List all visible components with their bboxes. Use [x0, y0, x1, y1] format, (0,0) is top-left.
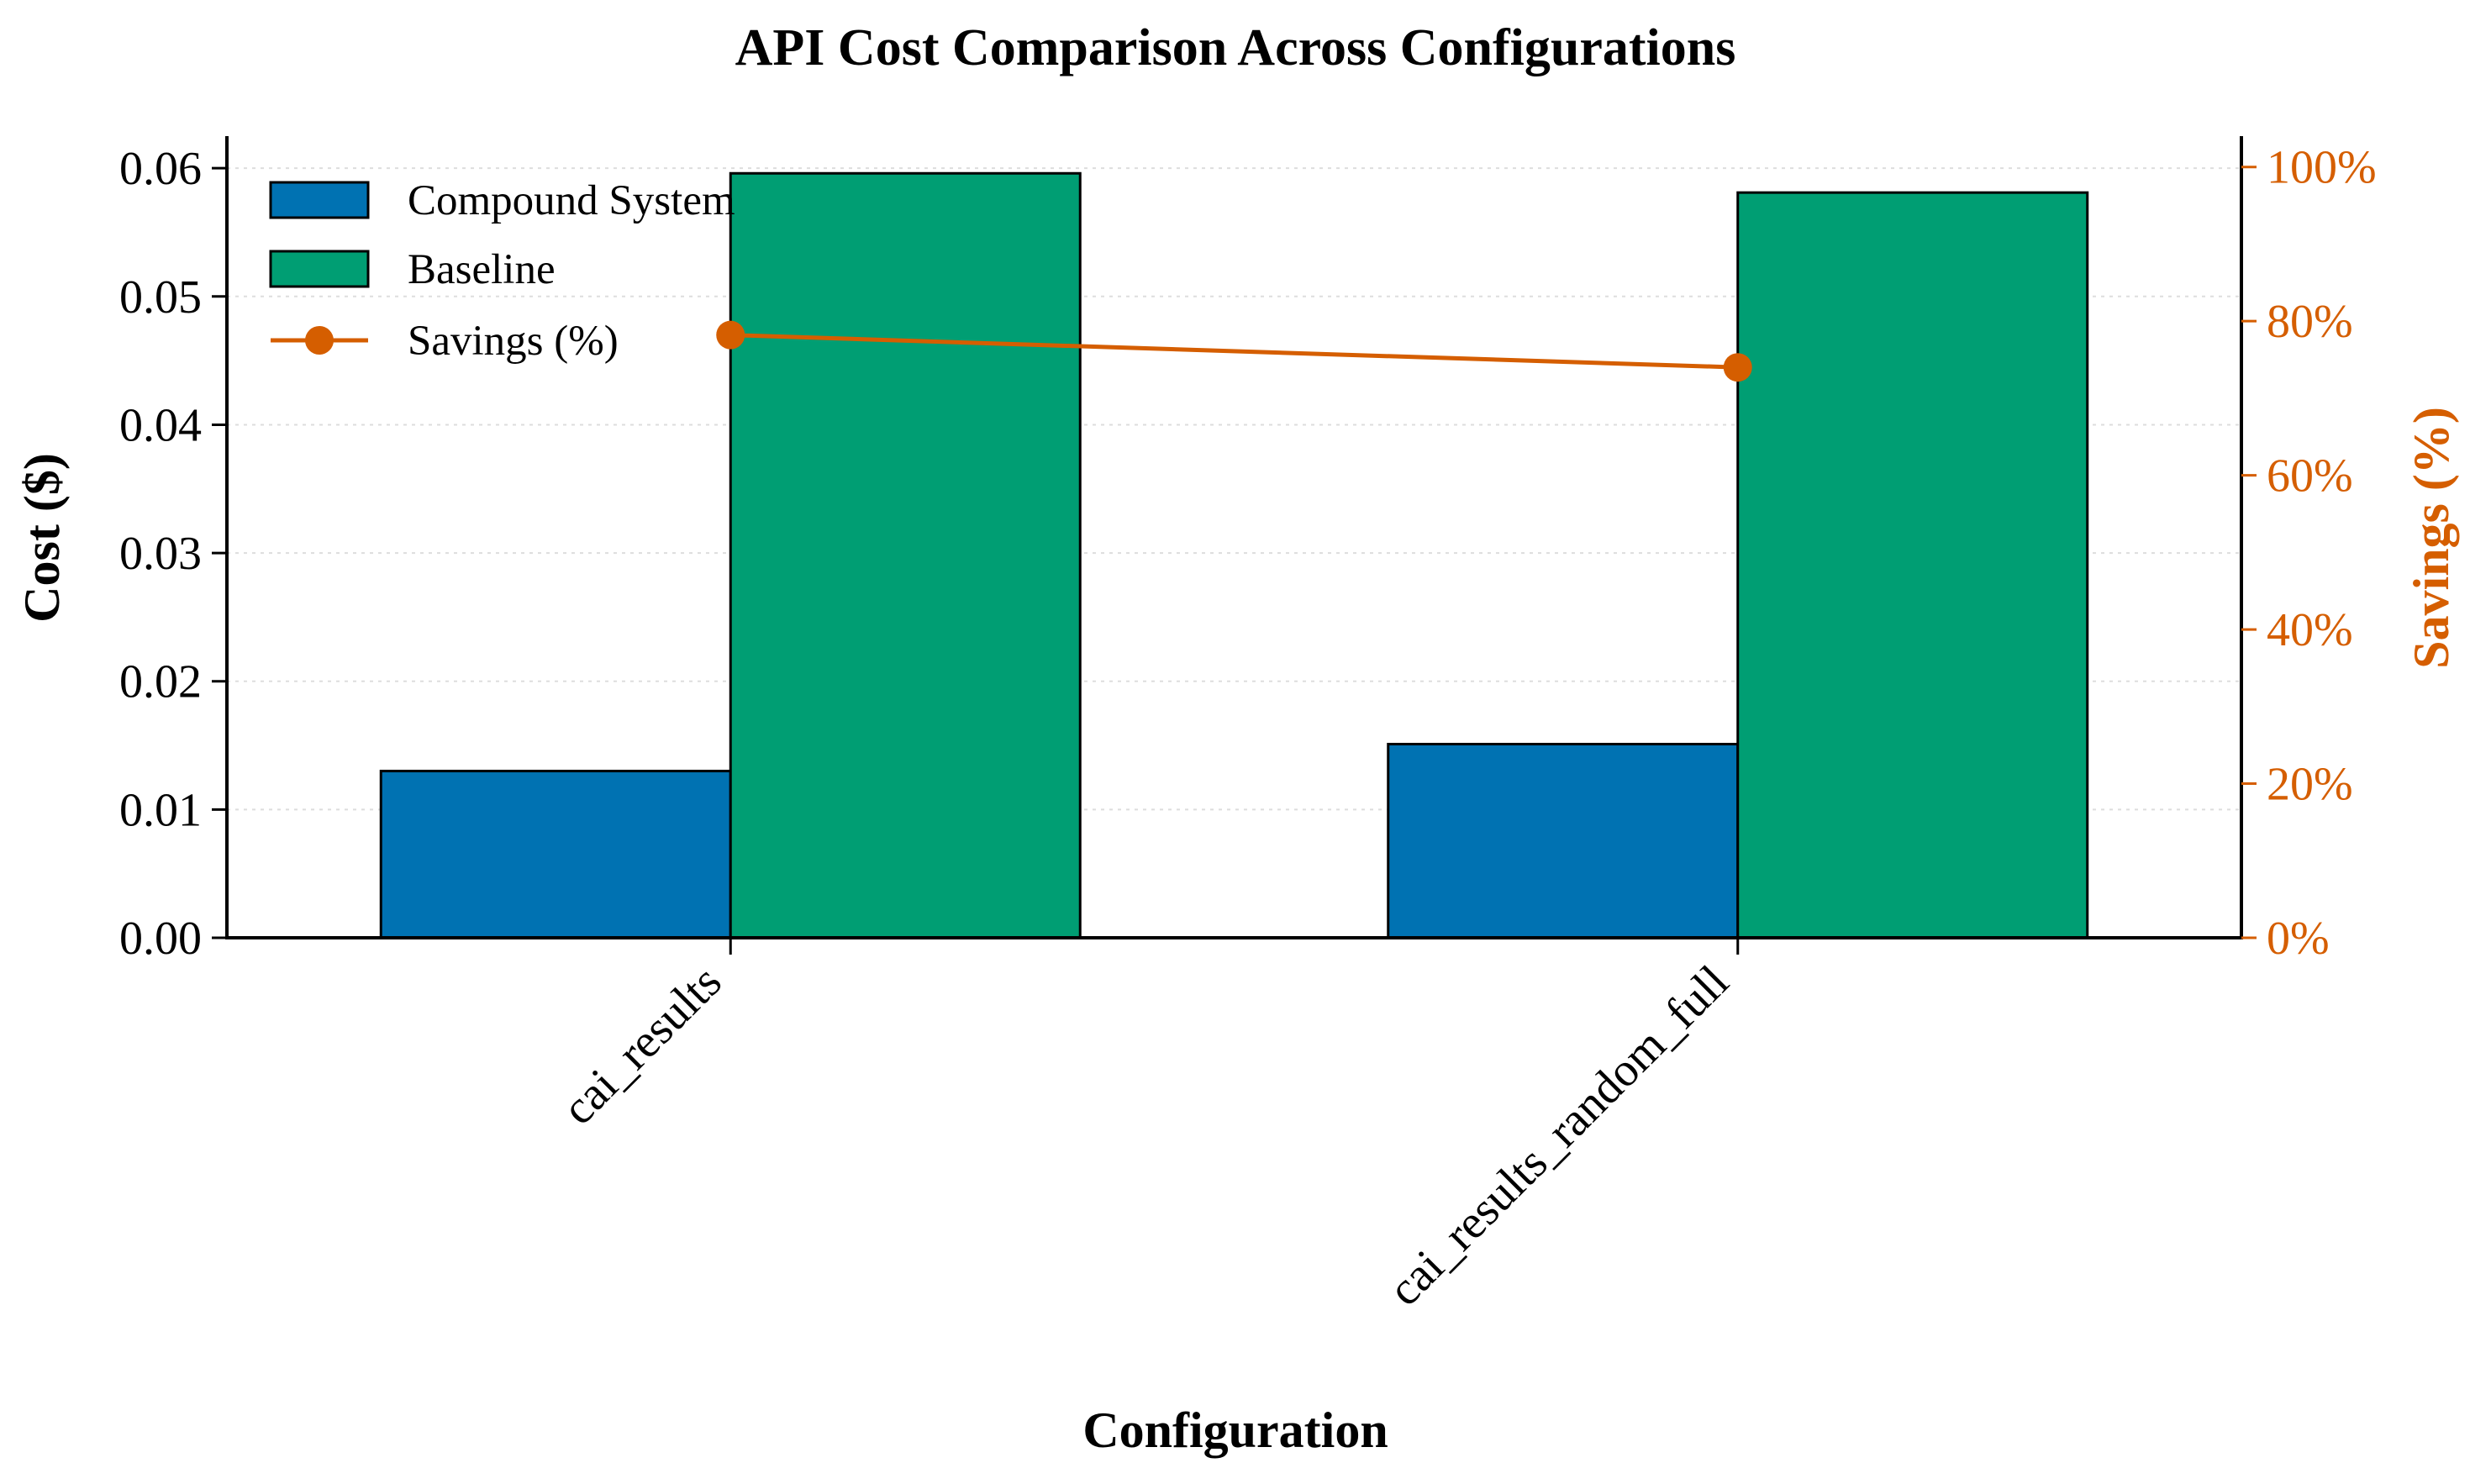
legend-label-baseline: Baseline [408, 246, 556, 293]
bar-compound-system [1387, 743, 1740, 939]
y2-tick-label: 20% [2267, 759, 2353, 811]
y2-axis-label: Savings (%) [2404, 407, 2459, 669]
legend-label-savings: Savings (%) [408, 318, 619, 365]
axes [225, 136, 2243, 939]
chart-title: API Cost Comparison Across Configuration… [735, 19, 1736, 76]
y-tick-label: 0.05 [119, 271, 202, 324]
bar-baseline [1736, 191, 2089, 939]
legend-swatch-compound-system [269, 181, 370, 219]
savings-point [716, 320, 745, 350]
savings-point [1723, 353, 1752, 382]
y-tick-label: 0.06 [119, 143, 202, 195]
y2-tick-label: 80% [2267, 296, 2353, 348]
y-axis-label: Cost ($) [14, 453, 70, 623]
y2-tick-label: 40% [2267, 604, 2353, 656]
y-tick-label: 0.03 [119, 528, 202, 580]
legend-marker-savings [305, 326, 334, 355]
x-axis-label: Configuration [1082, 1402, 1388, 1458]
y2-tick-label: 100% [2267, 142, 2377, 194]
y2-axis-ticks: 0% 20% 40% 60% 80% 100% [2241, 142, 2377, 965]
x-tick-label: cai_results [552, 955, 731, 1134]
bars [379, 171, 2089, 939]
savings-line-series [716, 320, 1752, 382]
x-tick-label: cai_results_random_full [1378, 955, 1739, 1316]
y-tick-label: 0.02 [119, 656, 202, 708]
y-tick-label: 0.00 [119, 913, 202, 965]
x-axis-ticks: cai_results cai_results_random_full [552, 938, 1740, 1316]
y2-tick-label: 60% [2267, 450, 2353, 503]
y-axis-ticks: 0.00 0.01 0.02 0.03 0.04 0.05 0.06 [119, 143, 227, 965]
y-tick-label: 0.01 [119, 784, 202, 836]
y-tick-label: 0.04 [119, 399, 202, 451]
legend-label-compound-system: Compound System [408, 177, 735, 224]
bar-baseline [729, 171, 1082, 939]
legend: Compound System Baseline Savings (%) [269, 177, 735, 365]
y2-tick-label: 0% [2267, 913, 2330, 965]
legend-swatch-baseline [269, 250, 370, 288]
savings-line [730, 333, 1738, 370]
bar-compound-system [379, 770, 732, 939]
